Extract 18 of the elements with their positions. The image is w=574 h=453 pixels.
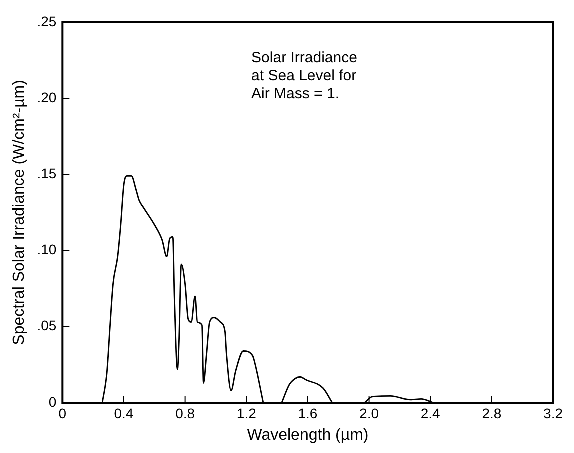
x-tick-label: 0 [58,405,67,422]
y-axis-title: Spectral Solar Irradiance (W/cm²-µm) [11,80,28,346]
y-tick-label: .15 [37,166,57,182]
y-tick-label: .25 [37,13,57,30]
annotation: Solar Irradiance at Sea Level for Air Mass = 1. [252,49,358,102]
x-tick-label: 3.2 [544,405,564,422]
x-tick-label: 2.0 [360,405,380,422]
x-axis-title: Wavelength (µm) [247,426,369,444]
y-tick-label: .05 [37,318,57,334]
x-tick-label: 2.4 [420,405,441,422]
x-tick-label: 1.2 [236,405,257,422]
y-tick-label: .10 [37,242,57,258]
x-tick-label: 2.8 [482,405,502,422]
x-tick-label: 0.8 [176,405,196,422]
x-tick-label: 1.6 [298,405,318,422]
y-tick-label: 0 [48,394,57,410]
x-tick-label: 0.4 [114,405,134,422]
y-tick-label: .20 [37,89,57,106]
